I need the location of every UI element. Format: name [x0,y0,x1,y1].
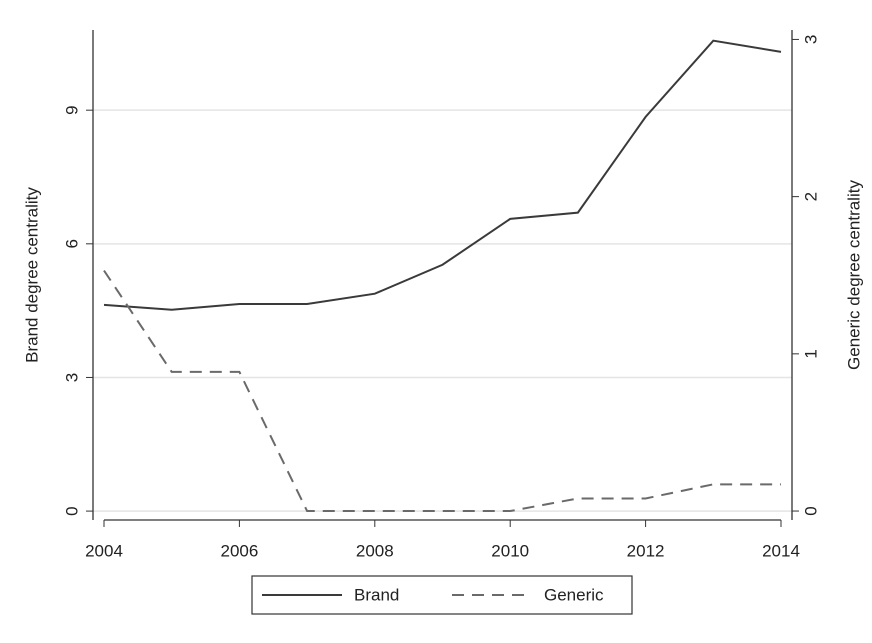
y-tick-label: 9 [62,105,81,114]
legend-label: Brand [354,585,399,604]
x-tick-label: 2012 [627,541,665,560]
y2-tick-label: 0 [801,506,820,515]
x-tick-label: 2008 [356,541,394,560]
x-tick-label: 2004 [85,541,123,560]
series-line [103,39,782,311]
y2-tick-label: 3 [801,35,820,44]
x-tick-label: 2006 [220,541,258,560]
y-tick-label: 0 [62,506,81,515]
y2-tick-label: 1 [801,349,820,358]
y2-tick-label: 2 [801,192,820,201]
legend-label: Generic [544,585,604,604]
y-tick-label: 3 [62,373,81,382]
y-tick-label: 6 [62,239,81,248]
y2-axis-label: Generic degree centrality [844,180,863,370]
series-line [103,269,781,513]
x-tick-label: 2014 [762,541,800,560]
x-tick-label: 2010 [491,541,529,560]
y-axis-label: Brand degree centrality [22,187,41,363]
